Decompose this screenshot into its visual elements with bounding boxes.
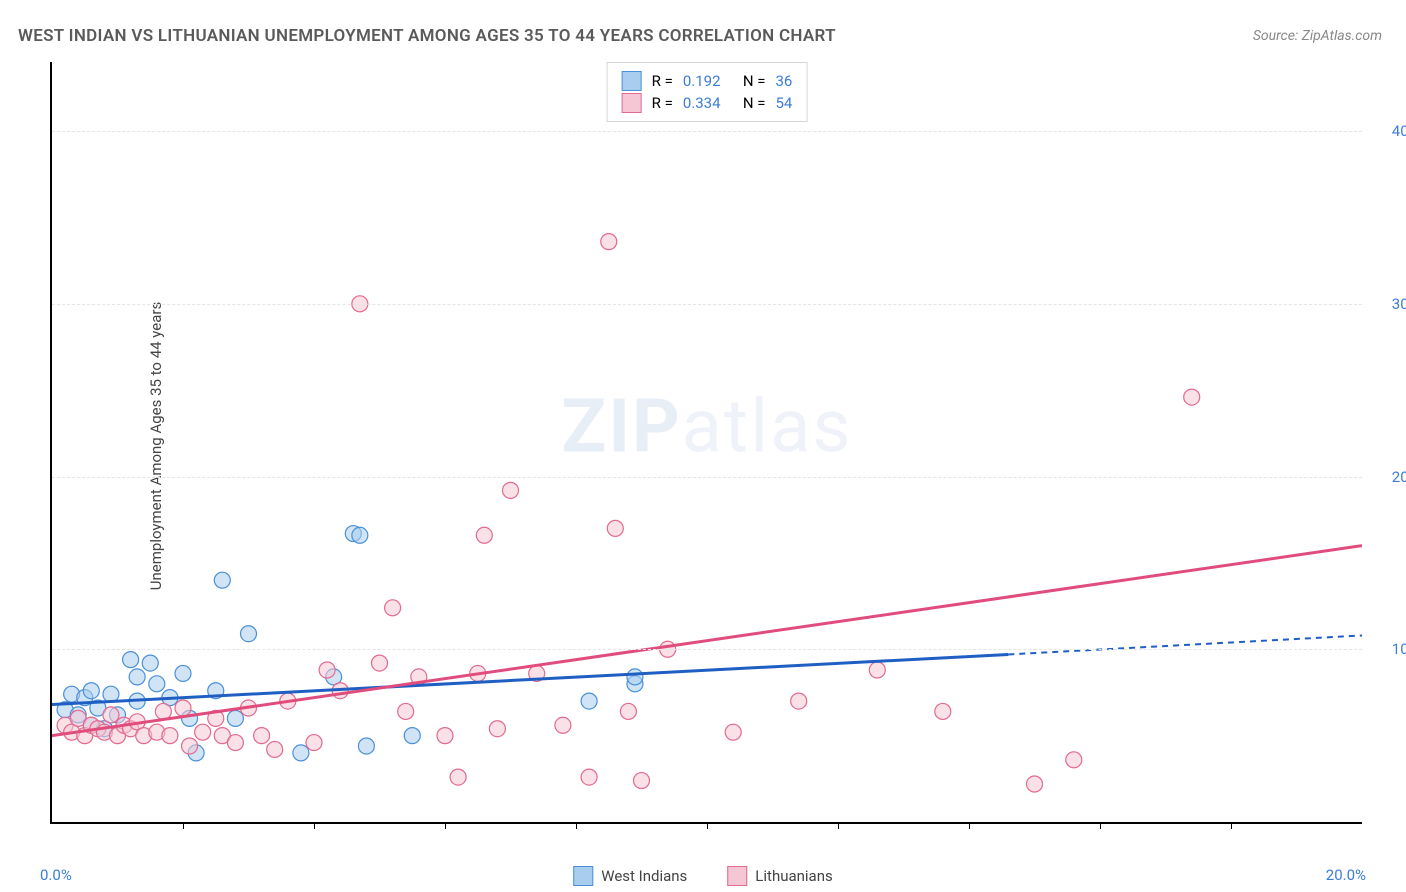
x-tick — [1231, 822, 1232, 829]
data-point — [935, 703, 951, 719]
data-point — [555, 717, 571, 733]
data-point — [319, 662, 335, 678]
data-point — [142, 655, 158, 671]
data-point — [581, 693, 597, 709]
x-tick — [1100, 822, 1101, 829]
data-point — [385, 600, 401, 616]
data-point — [437, 728, 453, 744]
x-axis-min-label: 0.0% — [40, 866, 72, 884]
data-point — [182, 738, 198, 754]
gridline — [52, 304, 1362, 305]
y-tick-label: 10.0% — [1372, 640, 1406, 658]
data-point — [627, 669, 643, 685]
data-point — [601, 234, 617, 250]
x-tick — [707, 822, 708, 829]
chart-title: WEST INDIAN VS LITHUANIAN UNEMPLOYMENT A… — [18, 26, 836, 46]
source-label: Source: ZipAtlas.com — [1253, 28, 1382, 44]
data-point — [503, 482, 519, 498]
x-tick — [183, 822, 184, 829]
data-point — [1027, 776, 1043, 792]
trend-line — [52, 654, 1008, 704]
data-point — [404, 728, 420, 744]
data-point — [450, 769, 466, 785]
legend-label: Lithuanians — [755, 867, 832, 885]
data-point — [123, 652, 139, 668]
plot-area: ZIPatlas R =0.192N =36R =0.334N =54 10.0… — [50, 62, 1362, 824]
data-point — [254, 728, 270, 744]
y-tick-label: 40.0% — [1372, 122, 1406, 140]
data-point — [869, 662, 885, 678]
x-axis-max-label: 20.0% — [1326, 866, 1366, 884]
data-point — [293, 745, 309, 761]
data-point — [195, 724, 211, 740]
trend-line-extrapolated — [1008, 635, 1362, 654]
data-point — [162, 728, 178, 744]
data-point — [634, 773, 650, 789]
data-point — [1184, 389, 1200, 405]
x-tick — [838, 822, 839, 829]
legend: West Indians Lithuanians — [573, 866, 833, 886]
x-tick — [445, 822, 446, 829]
data-point — [267, 741, 283, 757]
swatch-icon — [727, 866, 747, 886]
data-point — [620, 703, 636, 719]
data-point — [175, 700, 191, 716]
scatter-svg — [52, 62, 1362, 822]
legend-item: West Indians — [573, 866, 687, 886]
data-point — [306, 735, 322, 751]
swatch-icon — [573, 866, 593, 886]
x-tick — [314, 822, 315, 829]
data-point — [398, 703, 414, 719]
gridline — [52, 131, 1362, 132]
data-point — [791, 693, 807, 709]
data-point — [83, 683, 99, 699]
data-point — [103, 707, 119, 723]
data-point — [155, 703, 171, 719]
y-tick-label: 30.0% — [1372, 295, 1406, 313]
data-point — [214, 572, 230, 588]
data-point — [227, 735, 243, 751]
data-point — [149, 676, 165, 692]
data-point — [227, 710, 243, 726]
x-tick — [969, 822, 970, 829]
gridline — [52, 477, 1362, 478]
data-point — [352, 527, 368, 543]
legend-label: West Indians — [601, 867, 687, 885]
data-point — [489, 721, 505, 737]
y-tick-label: 20.0% — [1372, 468, 1406, 486]
data-point — [607, 520, 623, 536]
data-point — [241, 626, 257, 642]
x-tick — [576, 822, 577, 829]
data-point — [1066, 752, 1082, 768]
data-point — [372, 655, 388, 671]
data-point — [725, 724, 741, 740]
data-point — [581, 769, 597, 785]
gridline — [52, 649, 1362, 650]
data-point — [476, 527, 492, 543]
data-point — [129, 669, 145, 685]
data-point — [358, 738, 374, 754]
legend-item: Lithuanians — [727, 866, 832, 886]
data-point — [175, 665, 191, 681]
